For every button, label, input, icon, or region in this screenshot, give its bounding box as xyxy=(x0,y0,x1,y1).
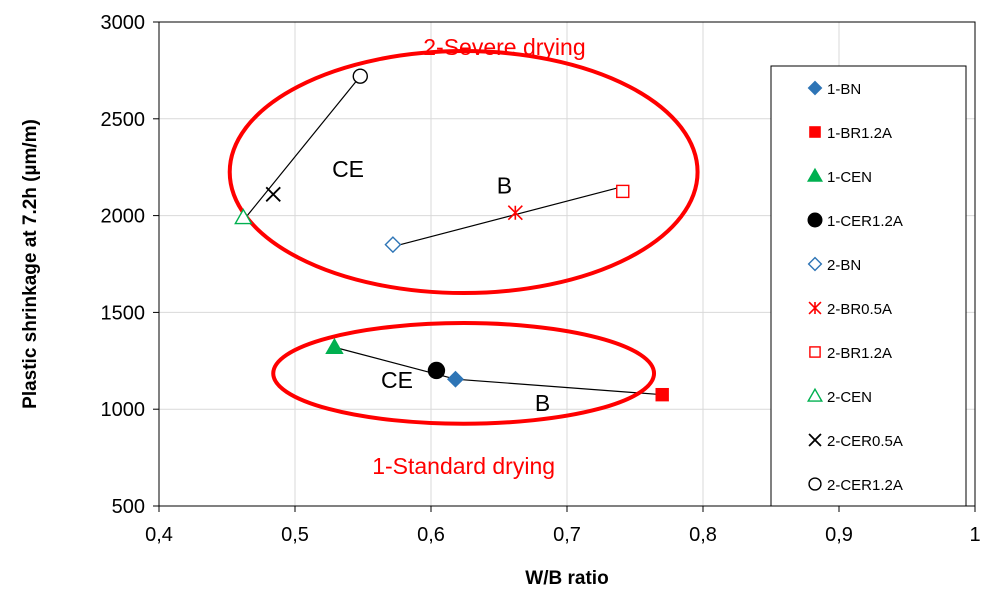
data-point xyxy=(809,126,821,138)
data-point xyxy=(616,184,630,199)
legend-label: 1-CER1.2A xyxy=(827,213,903,230)
y-tick-label: 2500 xyxy=(101,109,146,131)
legend-item: 1-BR1.2A xyxy=(809,125,892,142)
legend-label: 2-BN xyxy=(827,257,861,274)
data-point xyxy=(807,212,823,228)
data-point xyxy=(325,337,344,354)
chart-annotation: B xyxy=(535,390,550,416)
legend-item: 2-CER1.2A xyxy=(808,477,903,494)
data-points xyxy=(234,68,669,402)
data-point xyxy=(384,236,402,254)
y-axis-title: Plastic shrinkage at 7.2h (µm/m) xyxy=(20,119,41,409)
y-tick-label: 1500 xyxy=(101,302,146,324)
data-point xyxy=(507,205,523,221)
y-tick-label: 1000 xyxy=(101,399,146,421)
x-tick-label: 1 xyxy=(969,524,980,546)
chart-annotation: CE xyxy=(332,156,364,182)
chart-annotation: CE xyxy=(381,367,413,393)
legend-label: 1-BR1.2A xyxy=(827,125,892,142)
chart-annotation: 2-Severe drying xyxy=(423,34,585,60)
legend-item: 2-CEN xyxy=(806,387,872,406)
legend-box xyxy=(770,65,967,507)
legend-item: 1-CER1.2A xyxy=(807,212,903,230)
data-point xyxy=(807,256,823,272)
data-point xyxy=(806,167,824,182)
x-axis-title: W/B ratio xyxy=(525,568,608,589)
drying-group-ellipse xyxy=(271,321,657,426)
x-tick-label: 0,6 xyxy=(417,524,445,546)
legend-label: 2-CER0.5A xyxy=(827,433,903,450)
x-tick-label: 0,8 xyxy=(689,524,717,546)
legend-item: 2-CER0.5A xyxy=(808,433,903,450)
legend-item: 2-BR0.5A xyxy=(808,301,892,318)
data-point xyxy=(352,68,368,84)
data-point xyxy=(808,301,822,315)
legend-label: 2-BR1.2A xyxy=(827,345,892,362)
x-tick-label: 0,7 xyxy=(553,524,581,546)
y-tick-label: 500 xyxy=(112,496,145,518)
data-point xyxy=(809,346,821,358)
chart-annotation: B xyxy=(497,172,512,198)
x-tick-label: 0,9 xyxy=(825,524,853,546)
drying-ellipses xyxy=(227,49,700,426)
annotations: 2-Severe drying CE B CE B 1-Standard drying xyxy=(332,34,586,479)
legend-label: 2-BR0.5A xyxy=(827,301,892,318)
legend: 1-BN 1-BR1.2A 1-CEN 1-CER1.2A 2-BN 2-BR0.5A 2-… xyxy=(770,65,967,507)
x-tick-label: 0,5 xyxy=(281,524,309,546)
data-point xyxy=(807,80,823,96)
connector-line xyxy=(242,75,361,221)
x-tick-label: 0,4 xyxy=(145,524,173,546)
legend-item: 2-BR1.2A xyxy=(809,345,892,362)
legend-item: 1-BN xyxy=(807,80,861,98)
x-axis: 0,4 0,5 0,6 0,7 0,8 0,9 1 xyxy=(145,506,981,546)
legend-item: 1-CEN xyxy=(806,167,872,186)
data-point xyxy=(234,208,253,225)
data-point xyxy=(446,370,464,388)
data-point xyxy=(806,387,824,402)
legend-item: 2-BN xyxy=(807,256,861,274)
drying-group-ellipse xyxy=(227,49,700,296)
data-point xyxy=(808,433,822,447)
data-point xyxy=(265,186,281,202)
y-tick-label: 3000 xyxy=(101,12,146,34)
legend-label: 2-CER1.2A xyxy=(827,477,903,494)
connector-line xyxy=(392,185,623,248)
legend-label: 1-BN xyxy=(827,81,861,98)
data-point xyxy=(427,361,446,380)
legend-label: 1-CEN xyxy=(827,169,872,186)
y-axis: 500 1000 1500 2000 2500 3000 xyxy=(101,12,159,518)
legend-label: 2-CEN xyxy=(827,389,872,406)
y-tick-label: 2000 xyxy=(101,206,146,228)
data-point xyxy=(808,477,822,491)
data-point xyxy=(655,387,669,402)
chart-annotation: 1-Standard drying xyxy=(372,453,555,479)
